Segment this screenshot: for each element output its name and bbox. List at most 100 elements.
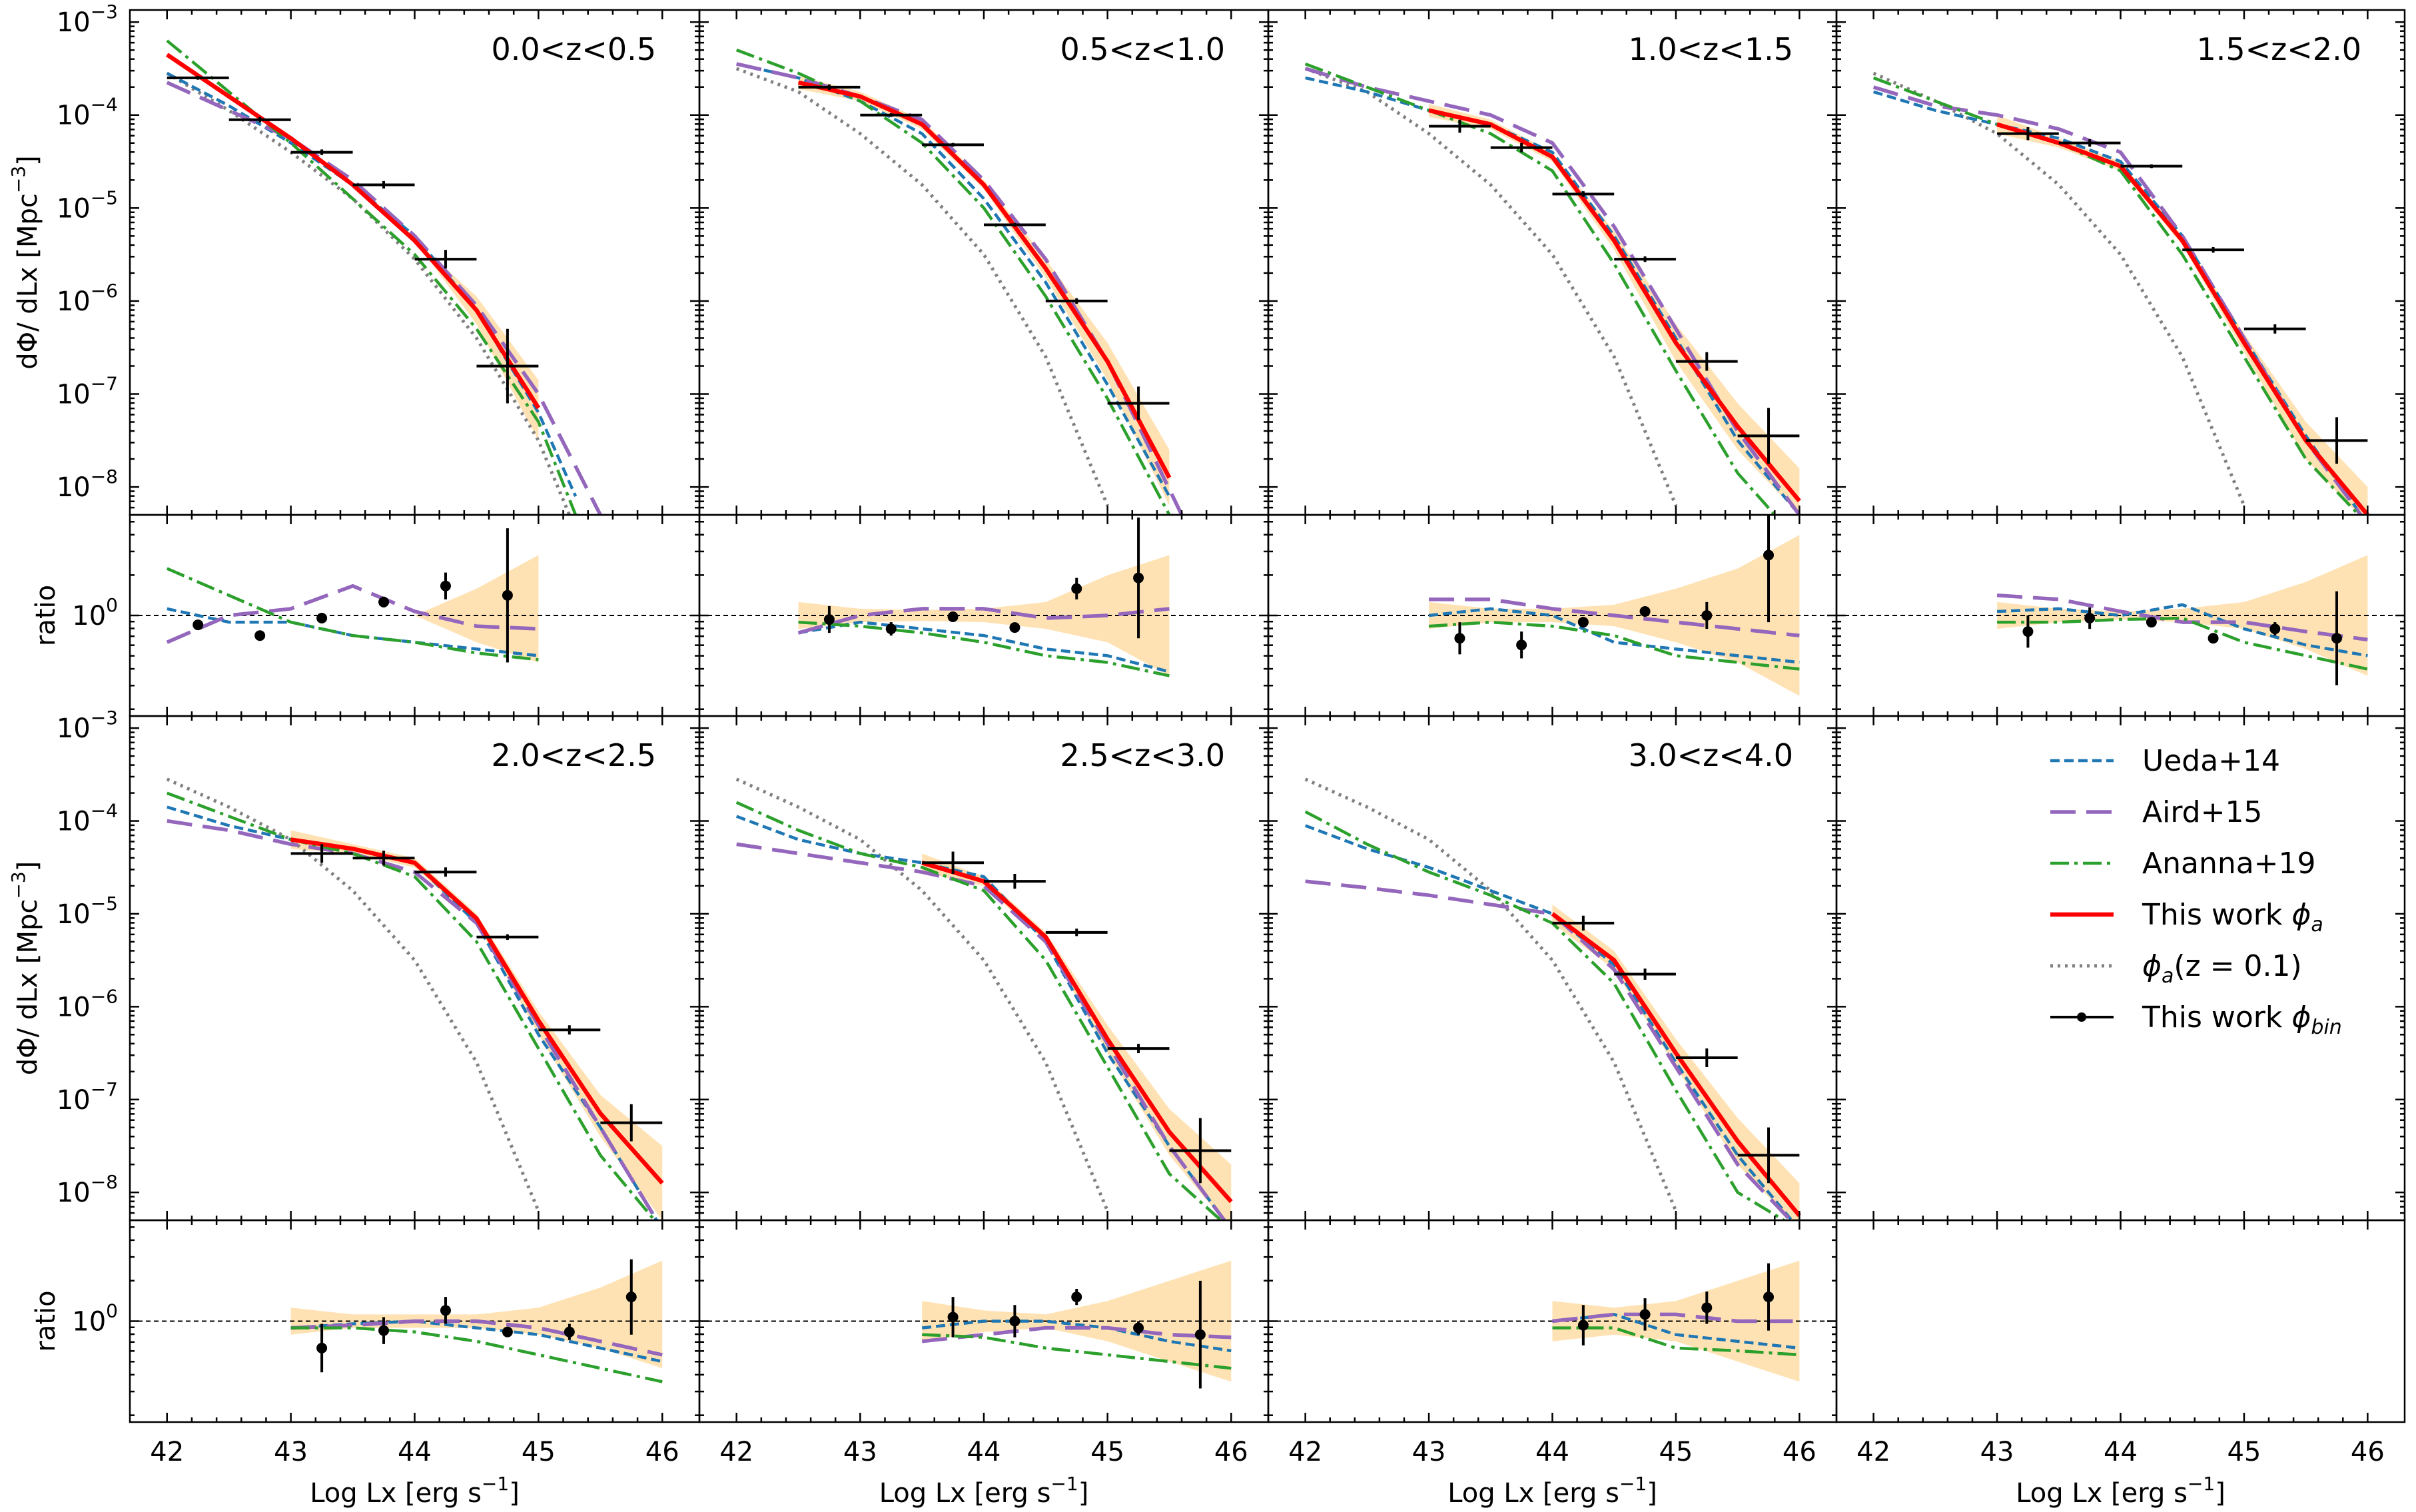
ratio-marker <box>1009 1316 1020 1327</box>
data-point-5 <box>2243 324 2306 334</box>
ratio-point-6 <box>1763 515 1775 623</box>
x-tick-label: 42 <box>719 1437 753 1467</box>
ratio-point-3 <box>316 613 328 624</box>
legend-entry-2: Aird+15 <box>2050 795 2262 829</box>
ratio-point-4 <box>1763 1263 1775 1331</box>
ratio-line-aird <box>797 607 1170 635</box>
data-point-1 <box>290 844 353 863</box>
ratio-line-ueda <box>921 1320 1232 1353</box>
data-point-5 <box>1045 298 1108 304</box>
panel-4: 1.5<z<2.0 <box>1835 9 2406 717</box>
y-tick-label: 10−4 <box>57 800 118 837</box>
ratio-point-1 <box>947 1297 959 1337</box>
ratio-point-4 <box>378 596 390 607</box>
x-tick-label: 44 <box>1535 1437 1569 1467</box>
panel-5: 2.0<z<2.5 10−3 10−4 10−5 10−6 10−7 10−8 100 <box>57 707 701 1423</box>
panel-title: 1.0<z<1.5 <box>1628 31 1793 67</box>
x-tick-label: 46 <box>2351 1437 2385 1467</box>
x-tick-label: 46 <box>1214 1437 1248 1467</box>
main-plot-area <box>166 777 664 1220</box>
data-point-3 <box>922 143 984 147</box>
ratio-point-3 <box>1701 1292 1713 1324</box>
panel-7: 3.0<z<4.0 <box>1267 715 1838 1423</box>
ratio-marker <box>502 589 513 601</box>
y-ticks <box>130 21 699 710</box>
series-line-aird <box>1305 879 1793 1220</box>
ratio-point-4 <box>1639 605 1651 617</box>
ratio-marker <box>378 1325 390 1336</box>
data-point-1 <box>798 84 861 91</box>
ratio-marker <box>316 613 328 624</box>
series-line-thiswork <box>1551 912 1801 1218</box>
ratio-point-6 <box>625 1259 637 1335</box>
main-plot-area <box>735 777 1233 1220</box>
series-line-thiswork <box>1428 108 1801 503</box>
series-line-aird <box>1304 67 1801 515</box>
y-axis-label-ratio: ratio <box>31 585 61 646</box>
data-point-5 <box>538 1025 601 1035</box>
ratio-marker <box>1454 633 1465 644</box>
data-point-2 <box>1490 143 1553 153</box>
ratio-marker <box>193 619 204 631</box>
x-ticks <box>1872 10 2369 716</box>
series-line-aird <box>736 842 1227 1220</box>
main-plot-area <box>165 39 602 515</box>
y-tick-label: 10−6 <box>57 985 118 1022</box>
ratio-point-3 <box>2146 617 2157 628</box>
ratio-line-aird <box>290 1319 663 1357</box>
data-point-4 <box>1737 1127 1800 1184</box>
uncertainty-band <box>1429 103 1800 515</box>
series-line-ananna <box>1304 62 1776 515</box>
x-axis-label: Log Lx [erg s−1] <box>2016 1473 2225 1509</box>
ratio-marker <box>1639 1309 1651 1320</box>
main-plot-area <box>1872 71 2369 515</box>
data-point-4 <box>352 181 415 189</box>
legend-entry-1: Ueda+14 <box>2050 744 2280 778</box>
panel-6: 2.5<z<3.0 <box>698 715 1270 1423</box>
ratio-point-5 <box>2269 622 2281 636</box>
ratio-marker <box>947 611 959 623</box>
x-axis-label: Log Lx [erg s−1] <box>1447 1473 1657 1509</box>
x-tick-label: 44 <box>2104 1437 2138 1467</box>
data-point-6 <box>1107 386 1170 420</box>
data-point-4 <box>476 934 539 940</box>
ratio-marker <box>1577 617 1589 628</box>
x-tick-label: 45 <box>1090 1437 1124 1467</box>
axis-labels-layer: 42 43 44 45 46 Log Lx [erg s−1] 42 43 44 45 46 Log … <box>7 155 2385 1509</box>
series-line-aird <box>1872 85 2363 515</box>
ratio-marker <box>885 623 897 635</box>
y-ticks <box>1836 727 2405 1214</box>
ratio-marker <box>2146 617 2157 628</box>
ratio-line-ueda <box>798 620 1170 673</box>
data-point-6 <box>476 328 539 404</box>
data-point-1 <box>922 851 984 874</box>
ratio-point-2 <box>378 1317 390 1344</box>
series-line-ueda <box>735 815 1226 1220</box>
series-line-local <box>166 71 572 515</box>
data-point-2 <box>984 873 1046 889</box>
legend-entry-3: Ananna+19 <box>2050 847 2316 881</box>
y-tick-label: 10−4 <box>57 94 118 131</box>
panel-3: 1.0<z<1.5 <box>1267 9 1838 717</box>
data-point-2 <box>2058 139 2121 147</box>
ratio-point-3 <box>1071 1289 1082 1306</box>
ratio-plot-area <box>1836 555 2405 685</box>
uncertainty-band <box>798 76 1170 506</box>
ratio-point-2 <box>2084 607 2096 629</box>
ratio-point-3 <box>1577 617 1589 628</box>
data-point-3 <box>1552 191 1615 197</box>
data-point-4 <box>1614 256 1676 262</box>
ratio-line-ananna <box>798 620 1170 677</box>
main-plot-area <box>1304 62 1801 515</box>
data-point-5 <box>414 250 477 269</box>
ratio-line-ueda <box>290 1320 663 1363</box>
ratio-marker <box>1639 605 1651 617</box>
data-point-3 <box>1675 1048 1738 1067</box>
ratio-marker <box>1133 572 1144 583</box>
ratio-point-1 <box>316 1323 328 1373</box>
legend-label: ϕa(z = 0.1) <box>2142 949 2302 988</box>
ratio-line-ueda <box>1996 603 2368 657</box>
legend-label: Ananna+19 <box>2142 847 2316 881</box>
x-tick-label: 44 <box>967 1437 1001 1467</box>
series-line-aird <box>166 81 602 515</box>
